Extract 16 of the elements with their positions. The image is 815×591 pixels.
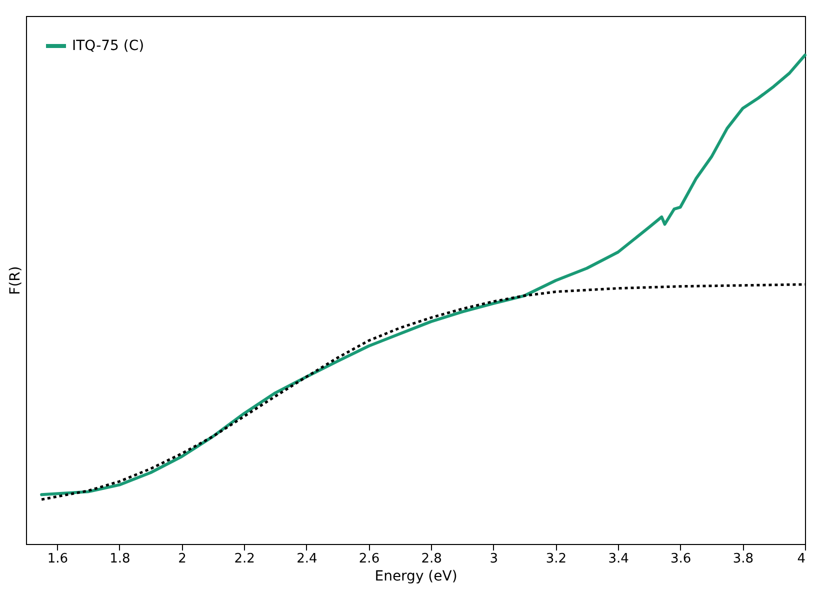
x-tick-label: 3.6: [670, 552, 692, 566]
x-tick-label: 1.6: [47, 552, 68, 566]
x-tick-label: 3.4: [608, 552, 629, 566]
legend-label: ITQ-75 (C): [72, 38, 144, 54]
x-tick-label: 3.2: [546, 552, 567, 566]
x-tick-label: 2.2: [234, 552, 255, 566]
x-tick-label: 1.8: [110, 552, 130, 566]
x-tick-label: 3.8: [732, 552, 754, 566]
y-axis-title: F(R): [8, 266, 24, 295]
x-tick-label: 2.4: [296, 552, 318, 566]
x-tick-label: 2.8: [421, 552, 442, 566]
x-tick-label: 4: [797, 552, 806, 566]
x-tick-label: 3: [490, 552, 498, 566]
x-tick-label: 2.6: [358, 552, 380, 566]
x-tick-label: 2: [178, 552, 186, 566]
x-axis-title: Energy (eV): [374, 568, 458, 584]
